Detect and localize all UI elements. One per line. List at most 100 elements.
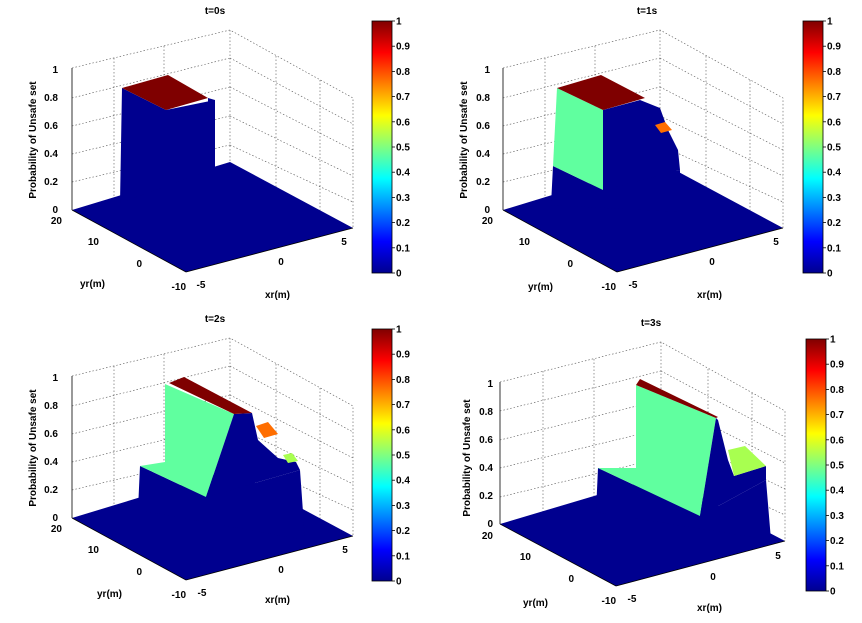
colorbar: 0 0.1 0.2 0.3 0.4 0.5 0.6 0.7 0.8 0.9 1	[371, 17, 410, 280]
colorbar-tick-label: 0.2	[827, 218, 841, 229]
axes	[499, 382, 786, 587]
z-tick-labels: 0 0.2 0.4 0.6 0.8 1	[476, 65, 490, 216]
y-tick-labels: 20 10 0 -10	[51, 216, 187, 293]
surface	[72, 377, 353, 580]
peak-top-face	[122, 75, 208, 110]
peak-side-face	[208, 98, 215, 170]
z-tick: 1	[52, 65, 58, 76]
panel-title: t=1s	[637, 6, 658, 17]
colorbar-tick-label: 0.7	[396, 400, 410, 411]
y-axis-label: yr(m)	[528, 282, 553, 293]
z-tick: 0.6	[479, 435, 493, 446]
colorbar-tick-label: 0.4	[830, 486, 844, 497]
floor-surface	[500, 476, 785, 586]
colorbar-tick-label: 0.8	[830, 385, 844, 396]
y-tick: 10	[519, 237, 531, 248]
z-tick: 0.4	[479, 463, 493, 474]
colorbar-tick-label: 0.6	[396, 117, 410, 128]
y-tick: 0	[568, 574, 574, 585]
peak-top-face	[557, 75, 645, 110]
y-tick: 20	[51, 216, 63, 227]
x-tick: -5	[198, 588, 207, 599]
peak-top-face	[169, 377, 252, 414]
y-tick: 0	[567, 259, 573, 270]
panel-1: t=0s	[28, 6, 410, 301]
colorbar-tick-label: 0	[396, 577, 402, 588]
colorbar-gradient	[802, 20, 824, 274]
panel-title: t=3s	[641, 318, 662, 329]
orange-step-face	[655, 122, 672, 133]
colorbar-tick-label: 0.7	[827, 92, 841, 103]
lower-step-face	[138, 466, 305, 540]
z-tick-labels: 0 0.2 0.4 0.6 0.8 1	[479, 379, 493, 530]
colorbar-tick-label: 0.8	[827, 67, 841, 78]
y-tick: 0	[136, 259, 142, 270]
z-tick: 0.2	[44, 177, 58, 188]
colorbar-tick-label: 0.3	[827, 193, 841, 204]
y-tick: 20	[51, 524, 63, 535]
colorbar-tick-label: 0.9	[396, 350, 410, 361]
x-tick: 0	[278, 257, 284, 268]
y-tick: 20	[482, 216, 494, 227]
colorbar-tick-label: 0	[827, 269, 833, 280]
x-axis-label: xr(m)	[697, 603, 722, 614]
mid-step-face	[598, 385, 716, 516]
axes	[71, 68, 354, 273]
colorbar-tick-label: 0.2	[396, 218, 410, 229]
y-tick: 10	[88, 237, 100, 248]
x-tick: -5	[629, 280, 638, 291]
y-tick: 10	[88, 545, 100, 556]
surface	[72, 75, 353, 272]
y-tick-labels: 20 10 0 -10	[482, 531, 617, 607]
colorbar-tick-label: 1	[827, 17, 833, 28]
x-axis-label: xr(m)	[265, 290, 290, 301]
peak-top-face	[636, 379, 718, 418]
x-tick: 5	[342, 545, 348, 556]
back-wall-face	[603, 100, 680, 190]
colorbar-gradient	[805, 338, 827, 592]
colorbar-tick-label: 0	[830, 587, 836, 598]
colorbar-tick-label: 0.4	[827, 168, 841, 179]
back-wall-face	[206, 413, 300, 497]
colorbar: 0 0.1 0.2 0.3 0.4 0.5 0.6 0.7 0.8 0.9 1	[802, 17, 841, 280]
colorbar-tick-label: 0.7	[396, 92, 410, 103]
surface	[500, 379, 785, 586]
mid-step-face	[553, 88, 603, 190]
z-tick: 0.8	[44, 401, 58, 412]
colorbar-tick-label: 0.5	[396, 451, 410, 462]
z-tick: 1	[484, 65, 490, 76]
z-tick: 0	[52, 513, 58, 524]
y-axis-label: yr(m)	[80, 279, 105, 290]
z-tick-labels: 0 0.2 0.4 0.6 0.8 1	[44, 373, 58, 524]
x-tick: 5	[773, 237, 779, 248]
colorbar-tick-label: 0.6	[830, 435, 844, 446]
colorbar-tick-label: 0.3	[396, 193, 410, 204]
z-tick: 0.2	[476, 177, 490, 188]
x-tick: 5	[341, 237, 347, 248]
colorbar-tick-label: 0.2	[396, 526, 410, 537]
colorbar-tick-label: 0.9	[827, 42, 841, 53]
colorbar-tick-label: 0.1	[396, 551, 410, 562]
x-axis-label: xr(m)	[265, 595, 290, 606]
surface	[503, 75, 783, 272]
colorbar-tick-label: 1	[830, 335, 836, 346]
z-tick: 0.8	[44, 93, 58, 104]
x-axis-label: xr(m)	[697, 290, 722, 301]
colorbar-tick-label: 0.3	[830, 511, 844, 522]
colorbar-tick-label: 0.8	[396, 375, 410, 386]
back-wall-face	[700, 418, 766, 516]
colorbar-tick-label: 0.1	[830, 561, 844, 572]
peak-front-face	[120, 88, 215, 203]
colorbar: 0 0.1 0.2 0.3 0.4 0.5 0.6 0.7 0.8 0.9 1	[371, 325, 410, 588]
colorbar-tick-label: 0.1	[827, 243, 841, 254]
x-tick: 0	[709, 257, 715, 268]
y-axis-label: yr(m)	[97, 589, 122, 600]
lime-step-face	[283, 453, 298, 463]
z-tick: 0.6	[44, 429, 58, 440]
z-tick: 0.8	[479, 407, 493, 418]
mid-step-face	[140, 384, 234, 497]
x-tick-labels: -5 0 5	[197, 237, 348, 291]
colorbar-ticks: 0 0.1 0.2 0.3 0.4 0.5 0.6 0.7 0.8 0.9 1	[392, 325, 410, 588]
panel-4: t=3s	[462, 318, 844, 614]
y-tick: -10	[172, 590, 187, 601]
